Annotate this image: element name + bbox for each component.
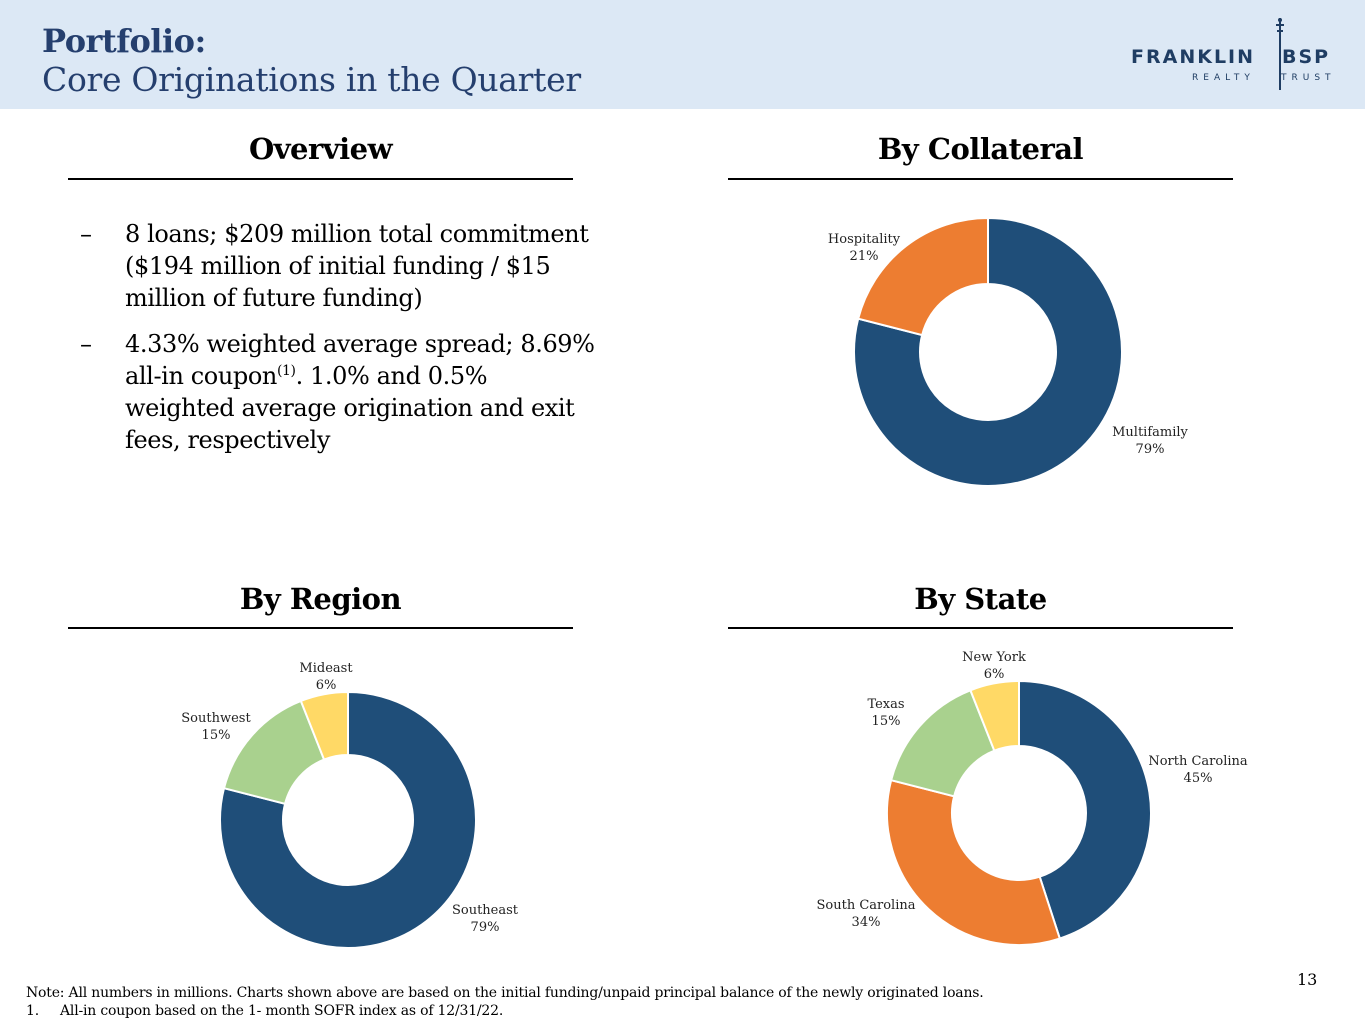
franklin-bsp-logo: FRANKLIN BSP REALTY TRUST [1125,16,1355,91]
slice-label-percent: 15% [202,728,231,743]
region-rule [68,627,573,629]
page-number: 13 [1297,970,1318,989]
slice-label-category: North Carolina [1148,754,1248,769]
overview-bullets: – 8 loans; $209 million total commitment… [80,218,600,470]
footnote-marker: (1) [276,363,296,379]
collateral-title: By Collateral [877,132,1084,166]
page-title: Portfolio: [42,22,206,60]
slice-label-percent: 45% [1184,771,1213,786]
slice-label-percent: 79% [471,920,500,935]
slice-multifamily [853,216,1123,487]
slice-label-category: Texas [867,697,904,712]
mast-icon [1276,18,1284,90]
slice-label-percent: 21% [850,249,879,264]
slice-south-carolina [886,778,1062,946]
bullet-text: 8 loans; $209 million total commitment (… [125,220,589,312]
slice-label-category: Southeast [452,903,519,918]
state-title: By State [914,582,1047,616]
slice-label-category: Mideast [299,661,353,676]
donut-chart-by-collateral: Multifamily 79% Hospitality 21% [828,216,1189,487]
donut-chart-by-state: North Carolina 45% South Carolina 34% Texas 1… [816,650,1248,946]
footnote-number: 1. [26,1003,39,1019]
slice-label-percent: 6% [984,667,1005,682]
bullet-text-end: . 1.0% and 0.5% weighted average origina… [125,362,575,454]
slice-hospitality [856,216,989,337]
state-rule [728,627,1233,629]
slice-label-percent: 15% [872,714,901,729]
slice-label-percent: 34% [852,915,881,930]
slice-label-category: South Carolina [816,898,915,913]
footnote-text: All-in coupon based on the 1- month SOFR… [60,1003,504,1019]
bullet-dash: – [80,330,92,358]
slice-mideast [299,690,349,761]
logo-word-realty: REALTY [1192,73,1255,83]
slice-label-percent: 79% [1136,442,1165,457]
bullet-item: – 8 loans; $209 million total commitment… [80,218,600,314]
slice-label-category: Hospitality [828,232,901,247]
bullet-text-start: 4.33% weighted average spread; 8.69% all… [125,330,595,390]
bullet-dash: – [80,220,92,248]
region-title: By Region [239,582,402,616]
logo-word-trust: TRUST [1281,73,1336,83]
slice-label-category: Multifamily [1112,425,1188,440]
slice-label-percent: 6% [316,678,337,693]
logo-word-bsp: BSP [1282,46,1331,68]
footer-note: Note: All numbers in millions. Charts sh… [26,985,984,1001]
collateral-rule [728,178,1233,180]
logo-word-franklin: FRANKLIN [1131,46,1256,68]
footnote: 1. All-in coupon based on the 1- month SO… [26,1003,503,1019]
bullet-item: – 4.33% weighted average spread; 8.69% a… [80,328,600,456]
page-subtitle: Core Originations in the Quarter [42,60,581,99]
header-banner: Portfolio: Core Originations in the Quar… [0,0,1365,109]
donut-chart-by-region: Southeast 79% Southwest 15% Mideast 6% [181,661,519,949]
slice-new-york [969,679,1020,753]
overview-title: Overview [248,132,393,166]
slice-southeast [219,690,477,949]
slice-north-carolina [1018,679,1152,940]
slice-label-category: New York [962,650,1026,665]
overview-rule [68,178,573,180]
slice-label-category: Southwest [181,711,251,726]
